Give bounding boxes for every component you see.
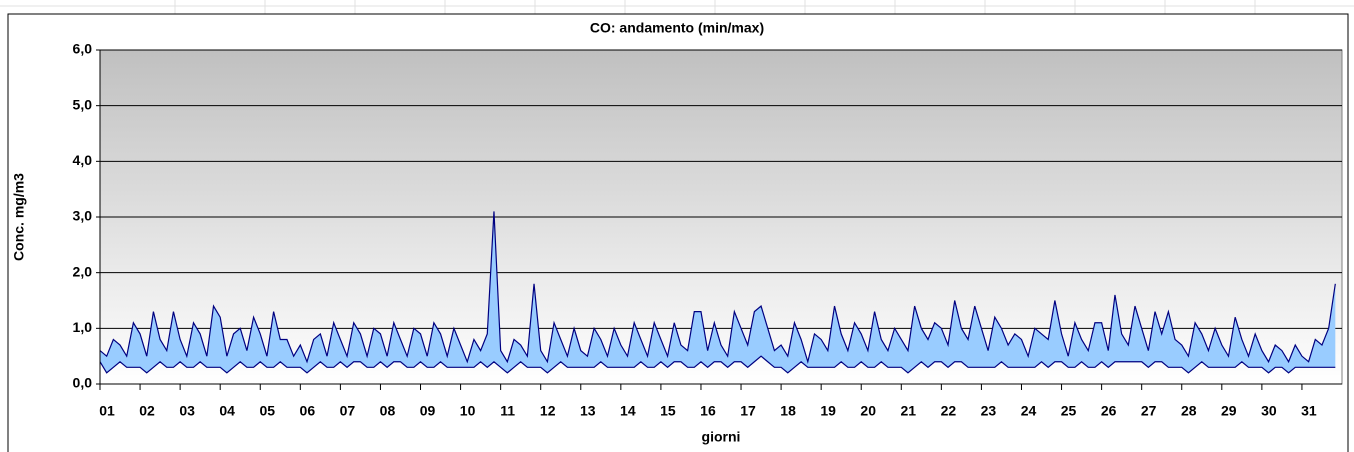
y-tick-label: 3,0 [73,208,93,224]
x-tick-label: 16 [700,403,716,419]
x-tick-label: 23 [981,403,997,419]
x-tick-label: 02 [139,403,155,419]
x-tick-label: 06 [300,403,316,419]
band [100,211,1336,373]
x-tick-label: 14 [620,403,636,419]
x-tick-label: 15 [660,403,676,419]
x-tick-label: 13 [580,403,596,419]
y-tick-label: 6,0 [73,41,93,57]
x-tick-label: 07 [340,403,356,419]
x-tick-label: 11 [500,403,515,419]
y-tick-label: 2,0 [73,263,93,279]
x-tick-label: 24 [1021,403,1037,419]
x-tick-label: 12 [540,403,556,419]
series-line [99,211,1336,365]
x-tick-label: 17 [740,403,756,419]
sheet-grid [0,0,1354,16]
x-axis-label: giorni [702,429,741,445]
x-tick-label: 20 [860,403,876,419]
chart-title: CO: andamento (min/max) [590,20,764,36]
y-tick-label: 1,0 [73,319,93,335]
series-line [99,355,1336,374]
x-tick-label: 03 [179,403,195,419]
x-tick-label: 09 [420,403,436,419]
x-tick-label: 26 [1101,403,1117,419]
x-tick-label: 22 [941,403,957,419]
x-tick-label: 29 [1221,403,1237,419]
x-tick-label: 01 [99,403,115,419]
y-tick-label: 4,0 [73,152,93,168]
x-tick-label: 25 [1061,403,1077,419]
x-tick-label: 04 [219,403,235,419]
x-tick-label: 27 [1141,403,1157,419]
x-tick-label: 08 [380,403,396,419]
y-tick-label: 0,0 [73,375,93,391]
x-tick-label: 19 [820,403,836,419]
y-axis-label: Conc. mg/m3 [11,173,27,261]
x-tick-label: 10 [460,403,476,419]
x-tick-label: 05 [259,403,275,419]
x-tick-label: 31 [1301,403,1317,419]
x-tick-label: 18 [780,403,796,419]
x-tick-label: 30 [1261,403,1277,419]
x-tick-label: 21 [901,403,917,419]
x-tick-label: 28 [1181,403,1197,419]
y-tick-label: 5,0 [73,96,93,112]
